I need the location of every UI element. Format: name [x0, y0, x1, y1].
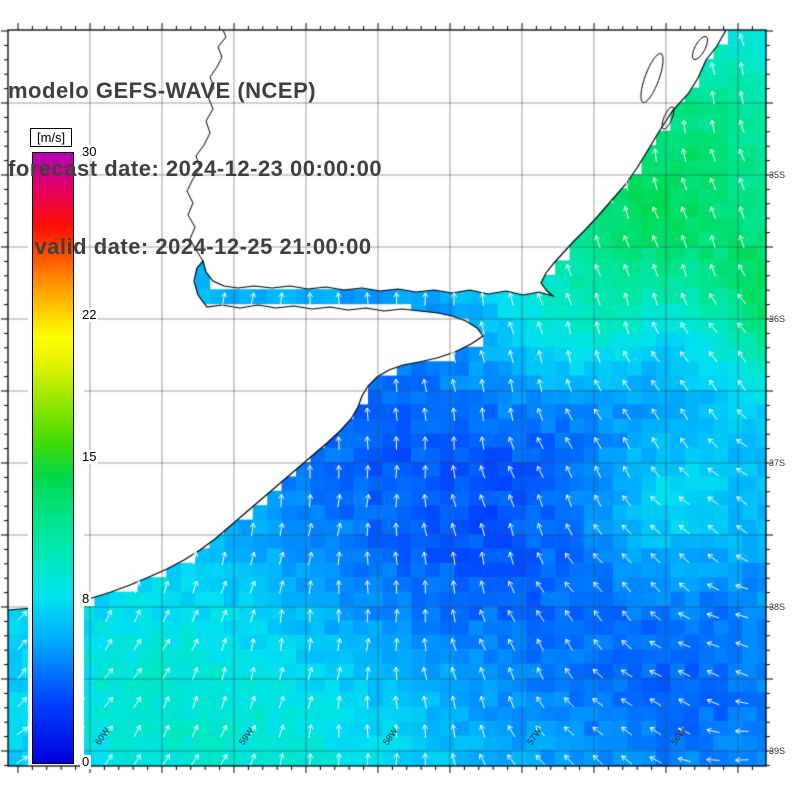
- colorbar-tick: 30: [80, 144, 99, 159]
- colorbar-tick: 22: [80, 306, 99, 322]
- lat-label: 37S: [769, 458, 786, 468]
- map-header: modelo GEFS-WAVE (NCEP) forecast date: 2…: [8, 26, 382, 312]
- lat-label: 36S: [769, 314, 786, 324]
- colorbar-tick: 8: [80, 591, 92, 607]
- lat-label: 38S: [769, 602, 786, 612]
- colorbar-tick: 15: [80, 449, 99, 464]
- valid-date-line: valid date: 2024-12-25 21:00:00: [8, 234, 372, 259]
- colorbar-gradient: [32, 152, 74, 764]
- lat-label: 39S: [769, 746, 786, 756]
- forecast-date-line: forecast date: 2024-12-23 00:00:00: [8, 156, 383, 181]
- model-title: modelo GEFS-WAVE (NCEP): [8, 78, 317, 103]
- colorbar-unit-label: [m/s]: [30, 128, 73, 147]
- colorbar: [m/s] 30 22 15 8 0: [30, 128, 140, 788]
- lat-label: 35S: [769, 170, 786, 180]
- colorbar-tick: 0: [80, 754, 92, 769]
